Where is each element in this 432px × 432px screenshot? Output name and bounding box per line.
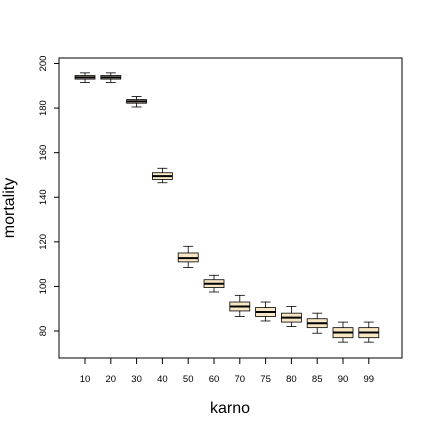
x-axis: 10 20 30 40 50 60 70 75 80 85 90 99	[80, 358, 374, 385]
x-tick-label: 90	[338, 374, 349, 385]
box-80	[280, 306, 302, 327]
x-tick-label: 60	[209, 374, 220, 385]
box-75	[255, 301, 277, 322]
box-20	[100, 72, 122, 83]
box-70	[229, 294, 251, 317]
y-tick-label: 80	[38, 326, 49, 337]
box-series	[74, 72, 380, 343]
y-tick-label: 200	[38, 56, 49, 72]
box-85	[306, 312, 328, 334]
x-tick-label: 85	[312, 374, 323, 385]
box-50	[177, 245, 199, 268]
y-tick-label: 180	[38, 100, 49, 116]
box-10	[74, 72, 96, 83]
box-30	[126, 96, 147, 108]
plot-frame	[58, 57, 403, 359]
y-tick-label: 120	[38, 234, 49, 250]
box-90	[332, 321, 354, 343]
x-tick-label: 50	[183, 374, 194, 385]
x-axis-title: karno	[210, 400, 250, 417]
box-99	[358, 321, 380, 343]
y-axis: 80 100 120 140 160 180 200	[38, 56, 59, 337]
x-tick-label: 99	[364, 374, 375, 385]
y-tick-label: 140	[38, 189, 49, 205]
box-40	[151, 167, 173, 184]
x-tick-label: 30	[131, 374, 142, 385]
x-tick-label: 75	[260, 374, 271, 385]
x-tick-label: 40	[157, 374, 168, 385]
y-tick-label: 100	[38, 278, 49, 294]
y-axis-title: mortality	[1, 178, 18, 238]
y-tick-label: 160	[38, 145, 49, 161]
x-tick-label: 10	[80, 374, 91, 385]
box-60	[203, 274, 225, 293]
x-tick-label: 70	[235, 374, 246, 385]
x-tick-label: 80	[286, 374, 297, 385]
x-tick-label: 20	[106, 374, 117, 385]
